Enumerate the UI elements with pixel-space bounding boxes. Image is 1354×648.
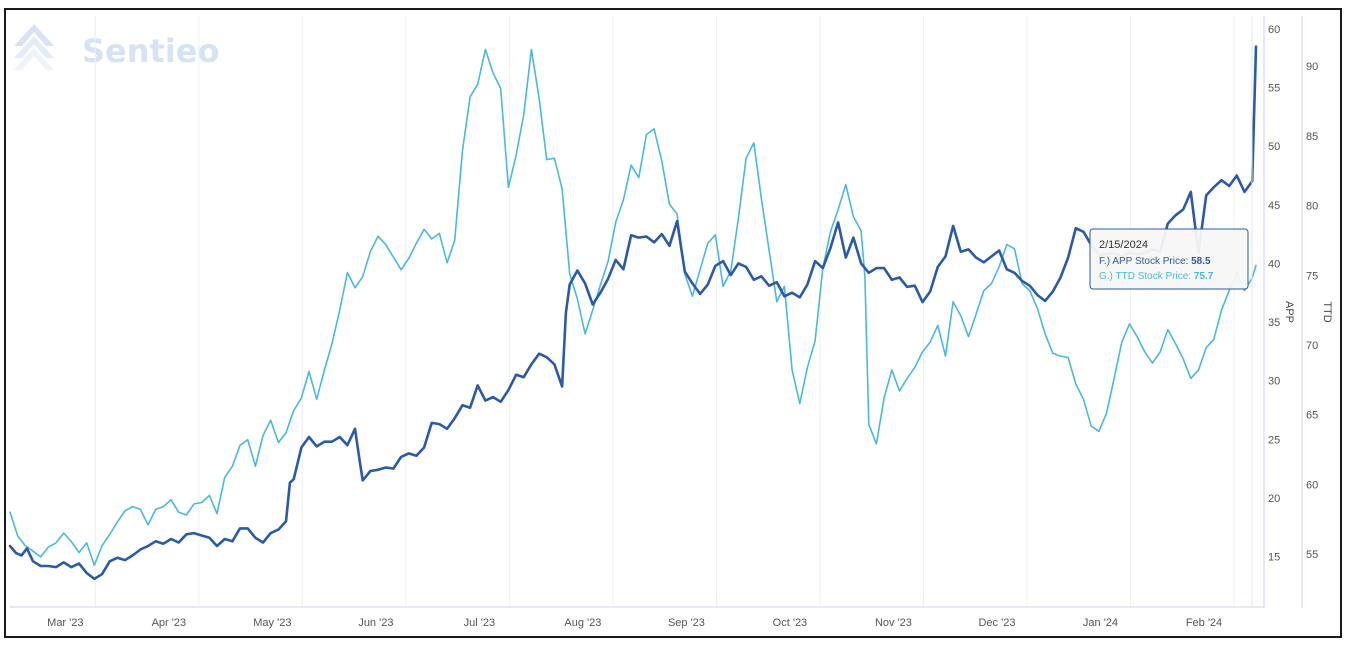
y-right-tick-label: 85 xyxy=(1306,131,1318,143)
x-tick-label: Jun '23 xyxy=(358,617,393,629)
tooltip-app-label: F.) APP Stock Price: xyxy=(1099,256,1188,267)
x-axis: Mar '23 Apr '23 May '23 Jun '23 Jul '23 Aug '… xyxy=(47,617,1222,629)
y-right-tick-label: 60 xyxy=(1306,479,1318,491)
x-tick-label: May '23 xyxy=(253,617,291,629)
y-left-tick-label: 55 xyxy=(1268,83,1280,95)
logo-text: Sentieo xyxy=(82,32,219,70)
x-tick-label: Nov '23 xyxy=(875,617,912,629)
chart-frame: Sentieo Mar '23 Apr '23 May '23 Jun '23 Jul … xyxy=(4,8,1342,638)
grid-lines xyxy=(94,16,1235,607)
y-right-tick-label: 65 xyxy=(1306,410,1318,422)
y-right-tick-label: 80 xyxy=(1306,201,1318,213)
tooltip-box xyxy=(1089,228,1249,290)
y-left-tick-label: 25 xyxy=(1268,434,1280,446)
y-axis-right-title: TTD xyxy=(1321,301,1333,322)
ttd-price-line xyxy=(9,48,1257,566)
y-left-tick-label: 45 xyxy=(1268,200,1280,212)
y-left-tick-label: 30 xyxy=(1268,376,1280,388)
tooltip: 2/15/2024 F.) APP Stock Price: 58.5 G.) … xyxy=(1089,228,1249,290)
stock-price-chart: Sentieo Mar '23 Apr '23 May '23 Jun '23 Jul … xyxy=(8,16,1333,629)
app-price-line xyxy=(8,45,1258,581)
y-axis-right: 55 60 65 70 75 80 85 90 xyxy=(1306,61,1318,561)
x-tick-label: Feb '24 xyxy=(1186,617,1222,629)
y-left-tick-label: 20 xyxy=(1268,493,1280,505)
tooltip-ttd-label: G.) TTD Stock Price: xyxy=(1099,271,1191,282)
y-left-tick-label: 15 xyxy=(1268,552,1280,564)
sentieo-logo: Sentieo xyxy=(14,24,219,70)
tooltip-ttd-value: 75.7 xyxy=(1194,271,1214,282)
y-axis-left: 15 20 25 30 35 40 45 50 55 60 xyxy=(1268,24,1280,564)
x-tick-label: Jan '24 xyxy=(1083,617,1118,629)
y-left-tick-label: 35 xyxy=(1268,317,1280,329)
series-layer xyxy=(8,45,1258,581)
x-tick-label: Jul '23 xyxy=(464,617,495,629)
x-tick-label: Apr '23 xyxy=(152,617,187,629)
y-right-tick-label: 70 xyxy=(1306,340,1318,352)
y-left-tick-label: 40 xyxy=(1268,258,1280,270)
x-tick-label: Aug '23 xyxy=(564,617,601,629)
y-right-tick-label: 55 xyxy=(1306,549,1318,561)
tooltip-app-value: 58.5 xyxy=(1191,256,1211,267)
y-left-tick-label: 60 xyxy=(1268,24,1280,36)
y-axis-left-title: APP xyxy=(1283,301,1295,323)
y-left-tick-label: 50 xyxy=(1268,141,1280,153)
sentieo-logo-icon xyxy=(14,24,54,70)
tooltip-row-ttd: G.) TTD Stock Price: 75.7 xyxy=(1099,271,1214,282)
x-tick-label: Mar '23 xyxy=(47,617,83,629)
x-tick-label: Oct '23 xyxy=(773,617,808,629)
y-right-tick-label: 75 xyxy=(1306,270,1318,282)
tooltip-row-app: F.) APP Stock Price: 58.5 xyxy=(1099,256,1211,267)
tooltip-date: 2/15/2024 xyxy=(1099,239,1148,251)
x-tick-label: Dec '23 xyxy=(978,617,1015,629)
x-tick-label: Sep '23 xyxy=(668,617,705,629)
y-right-tick-label: 90 xyxy=(1306,61,1318,73)
